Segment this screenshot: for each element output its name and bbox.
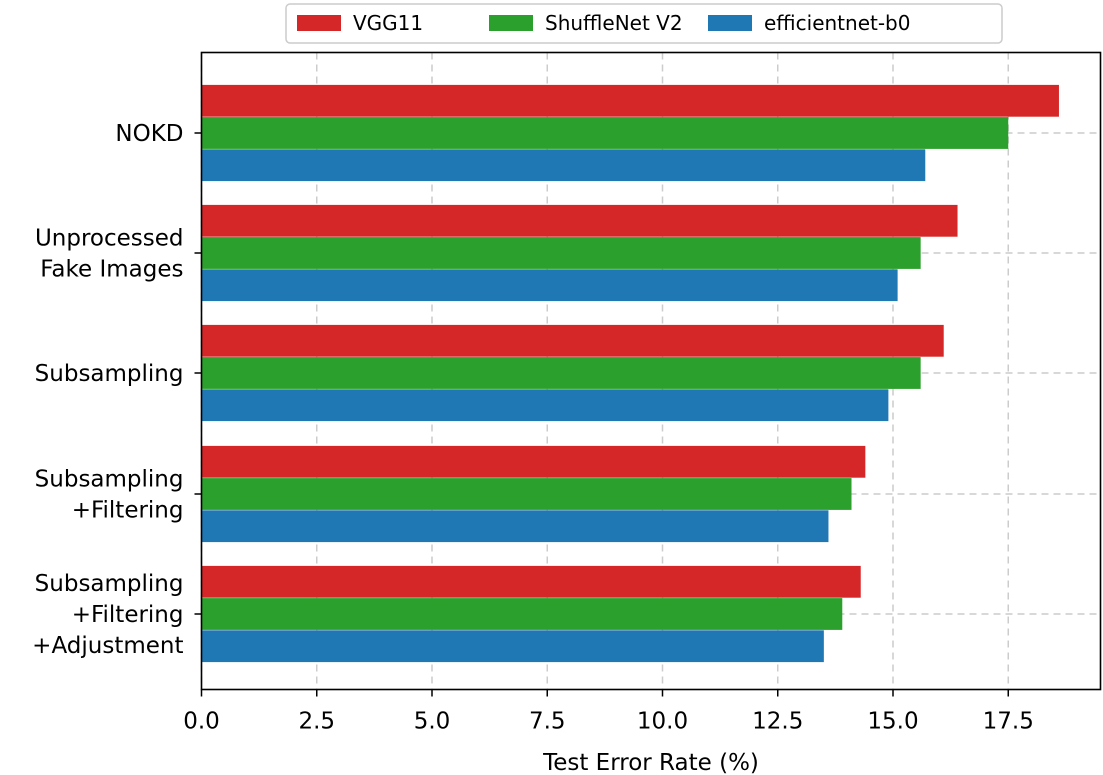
bars xyxy=(201,84,1059,663)
legend: VGG11 ShuffleNet V2 efficientnet-b0 xyxy=(285,3,1003,44)
legend-label: VGG11 xyxy=(353,11,423,35)
bar-vgg11 xyxy=(201,324,944,357)
y-category-label: +Filtering xyxy=(72,498,184,524)
x-tick-label: 12.5 xyxy=(752,709,803,735)
plot-frame xyxy=(200,51,1102,691)
legend-box xyxy=(285,3,1003,44)
y-category-label: Subsampling xyxy=(35,467,184,493)
legend-swatch xyxy=(489,15,533,31)
y-category-label: Subsampling xyxy=(35,361,184,387)
y-category-label: Subsampling xyxy=(35,571,184,597)
bar-shufflenet-v2 xyxy=(201,357,921,389)
x-tick-label: 15.0 xyxy=(867,709,918,735)
bar-shufflenet-v2 xyxy=(201,478,852,510)
bar-vgg11 xyxy=(201,565,861,598)
legend-swatch xyxy=(297,15,341,31)
y-category-label: Fake Images xyxy=(40,257,183,283)
x-tick-label: 2.5 xyxy=(298,709,335,735)
x-tick-label: 17.5 xyxy=(983,709,1034,735)
y-category-label: +Filtering xyxy=(72,602,184,628)
bar-vgg11 xyxy=(201,84,1059,117)
bar-efficientnet-b0 xyxy=(201,630,824,663)
bar-shufflenet-v2 xyxy=(201,598,843,630)
y-category-label: +Adjustment xyxy=(32,633,183,659)
bar-efficientnet-b0 xyxy=(201,389,889,422)
x-tick-label: 5.0 xyxy=(414,709,451,735)
legend-label: efficientnet-b0 xyxy=(764,11,910,35)
bar-vgg11 xyxy=(201,204,958,237)
y-category-label: NOKD xyxy=(115,121,183,147)
y-category-label: Unprocessed xyxy=(35,226,184,252)
x-tick-label: 7.5 xyxy=(529,709,566,735)
x-axis-ticks: 0.0 2.5 5.0 7.5 10.0 12.5 15.0 17.5 xyxy=(183,689,1034,735)
x-tick-label: 10.0 xyxy=(637,709,688,735)
bar-shufflenet-v2 xyxy=(201,117,1009,149)
legend-swatch xyxy=(708,15,752,31)
x-tick-label: 0.0 xyxy=(183,709,220,735)
x-axis-title: Test Error Rate (%) xyxy=(542,750,759,775)
legend-label: ShuffleNet V2 xyxy=(545,11,683,35)
bar-efficientnet-b0 xyxy=(201,269,898,302)
y-axis-ticks: NOKD Unprocessed Fake Images Subsampling Sub… xyxy=(32,121,202,659)
bar-vgg11 xyxy=(201,445,866,478)
bar-shufflenet-v2 xyxy=(201,237,921,269)
bar-efficientnet-b0 xyxy=(201,149,926,182)
bar-efficientnet-b0 xyxy=(201,510,829,543)
